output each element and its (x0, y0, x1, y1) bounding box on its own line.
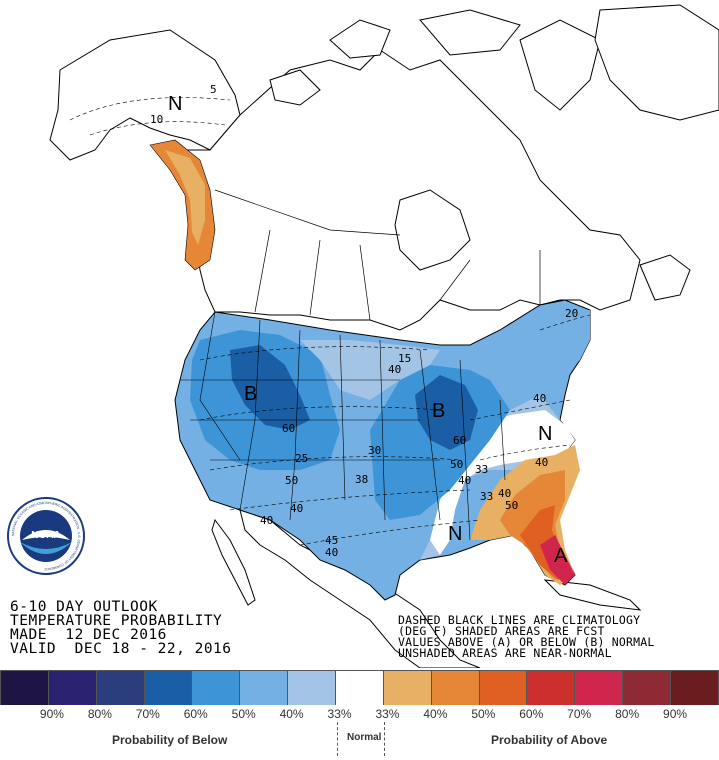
legend-percent-label: 70% (567, 707, 592, 721)
contour-label: 20 (565, 307, 578, 320)
contour-labels: 5 10 15 40 60 25 50 40 40 30 38 45 40 50… (150, 83, 578, 559)
pacific-nw-above (149, 139, 216, 271)
legend-swatch (479, 671, 528, 705)
legend-percent-label: 90% (663, 707, 688, 721)
note-line-3: VALUES ABOVE (A) OR BELOW (B) NORMAL (398, 635, 655, 649)
note-line-1: DASHED BLACK LINES ARE CLIMATOLOGY (398, 613, 641, 627)
legend-swatch (192, 671, 241, 705)
contour-label: 40 (535, 456, 548, 469)
legend-percent-label: 90% (39, 707, 64, 721)
legend-swatch (240, 671, 289, 705)
legend-swatch (288, 671, 337, 705)
legend-separator-left (337, 722, 338, 756)
title-line-1: 6-10 DAY OUTLOOK (10, 599, 158, 615)
contour-label: 40 (260, 514, 273, 527)
contour-label: 40 (388, 363, 401, 376)
contour-label: 33 (475, 463, 488, 476)
legend-percent-label: 80% (87, 707, 112, 721)
contour-label: 15 (398, 352, 411, 365)
title-line-3: MADE 12 DEC 2016 (10, 627, 167, 643)
map-letter-n-alaska: N (168, 93, 182, 115)
state-lines (180, 311, 506, 541)
map-letter-n-gulf: N (448, 523, 462, 545)
contour-label: 5 (210, 83, 217, 96)
legend-swatch (144, 671, 193, 705)
legend-percent-label: 33% (327, 707, 352, 721)
forecast-shading (174, 299, 591, 601)
contour-label: 33 (480, 490, 493, 503)
contour-label: 60 (453, 434, 466, 447)
boundaries (214, 189, 541, 321)
contour-label: 45 (325, 534, 338, 547)
contour-label: 25 (295, 452, 308, 465)
legend-percent-label: 60% (519, 707, 544, 721)
legend-swatch (48, 671, 97, 705)
legend-swatch (623, 671, 672, 705)
map-letter-a-florida: A (554, 545, 568, 567)
climatology-contours (69, 97, 591, 546)
legend-swatch (431, 671, 480, 705)
legend-swatch (671, 671, 719, 705)
legend-percent-label: 33% (375, 707, 400, 721)
title-line-2: TEMPERATURE PROBABILITY (10, 613, 223, 629)
legend-swatch (527, 671, 576, 705)
contour-label: 30 (368, 444, 381, 457)
contour-label: 40 (533, 392, 546, 405)
legend-swatch (0, 671, 49, 705)
legend-below-caption: Probability of Below (112, 733, 228, 747)
contour-label: 60 (282, 422, 295, 435)
legend-swatch (96, 671, 145, 705)
title-line-4: VALID DEC 18 - 22, 2016 (10, 641, 232, 657)
legend-swatch (383, 671, 432, 705)
contour-label: 50 (450, 458, 463, 471)
legend-percent-label: 40% (279, 707, 304, 721)
map-letter-b-west: B (244, 383, 257, 405)
legend-swatch (336, 671, 384, 705)
contour-label: 50 (505, 499, 518, 512)
land-outlines (49, 4, 719, 668)
legend-percent-label: 60% (183, 707, 208, 721)
legend-percent-label: 80% (615, 707, 640, 721)
note-line-2: (DEG F) SHADED AREAS ARE FCST (398, 624, 605, 638)
noaa-logo-text: NOAA (31, 530, 60, 541)
contour-label: 50 (285, 474, 298, 487)
legend-percent-label: 70% (135, 707, 160, 721)
legend-color-bar (0, 670, 719, 705)
noaa-logo: NOAA NATIONAL OCEANIC AND ATMOSPHERIC AD… (7, 497, 85, 575)
map-letter-b-midwest: B (432, 400, 445, 422)
contour-label: 40 (458, 474, 471, 487)
contour-label: 40 (325, 546, 338, 559)
legend-above-caption: Probability of Above (491, 733, 608, 747)
legend-normal-caption: Normal (347, 732, 382, 743)
contour-label: 40 (498, 487, 511, 500)
legend-percent-label: 50% (231, 707, 256, 721)
contour-label: 10 (150, 113, 163, 126)
legend-swatch (575, 671, 624, 705)
contour-label: 38 (355, 473, 368, 486)
outlook-map: N B B N N A 5 10 15 40 60 25 50 40 40 30… (49, 4, 719, 668)
map-letter-n-atlantic: N (538, 423, 552, 445)
outlook-letters: N B B N N A (168, 93, 568, 567)
legend-percent-label: 40% (423, 707, 448, 721)
contour-label: 40 (290, 502, 303, 515)
legend-percent-label: 50% (471, 707, 496, 721)
note-line-4: UNSHADED AREAS ARE NEAR-NORMAL (398, 646, 612, 660)
legend-separator-right (384, 722, 385, 756)
